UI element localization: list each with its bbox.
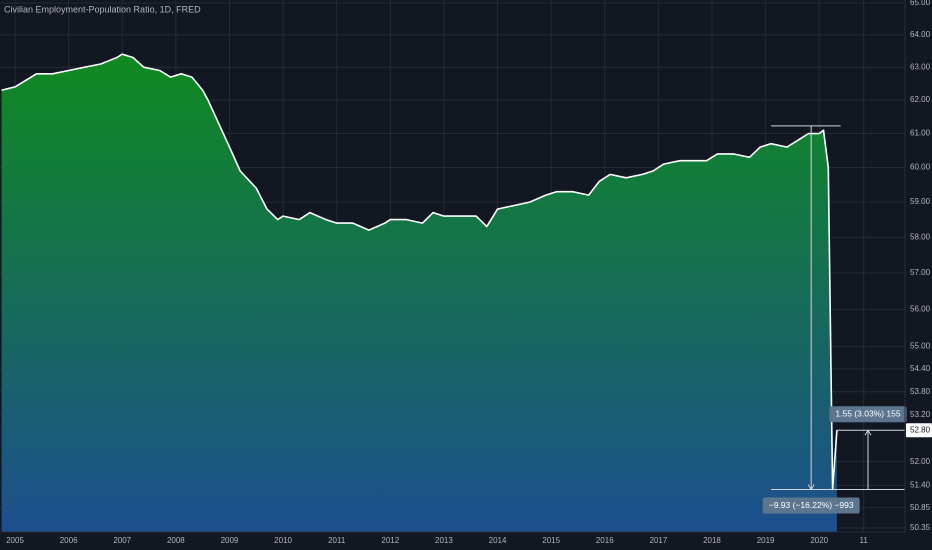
measure-box	[762, 497, 860, 514]
y-tick-label: 53.20	[910, 410, 931, 419]
area-fill	[1, 54, 837, 532]
y-tick-label: 54.40	[910, 364, 931, 373]
area-line	[1, 53, 838, 491]
y-tick-label: 57.00	[910, 268, 931, 277]
x-tick-label: 11	[860, 536, 869, 545]
x-tick-label: 2013	[435, 536, 453, 545]
x-tick-label: 2010	[274, 536, 292, 545]
measure-label: −9.93 (−16.22%) −993	[769, 500, 854, 510]
x-tick-label: 2011	[328, 536, 346, 545]
y-tick-label: 56.00	[910, 304, 931, 313]
y-tick-label: 53.80	[910, 387, 931, 396]
x-tick-label: 2008	[167, 536, 185, 545]
y-tick-label: 52.00	[910, 457, 931, 466]
y-tick-label: 50.85	[910, 503, 931, 512]
x-tick-label: 2007	[113, 536, 131, 545]
x-tick-label: 2014	[489, 536, 507, 545]
y-tick-label: 55.00	[910, 341, 931, 350]
x-tick-label: 2015	[542, 536, 560, 545]
y-tick-label: 62.00	[910, 95, 931, 104]
y-tick-label: 51.40	[910, 481, 931, 490]
y-tick-label: 61.00	[910, 129, 931, 138]
arrow-head	[807, 484, 815, 491]
x-tick-label: 2017	[649, 536, 667, 545]
measure-label: 1.55 (3.03%) 155	[835, 409, 900, 419]
measure-box	[829, 406, 907, 423]
y-tick-label: 50.35	[910, 523, 931, 532]
x-tick-label: 2019	[757, 536, 775, 545]
y-tick-label: 65.00	[910, 0, 931, 7]
y-tick-label: 59.00	[910, 197, 931, 206]
x-tick-label: 2018	[703, 536, 721, 545]
chart-title: Civilian Employment-Population Ratio, 1D…	[4, 4, 201, 14]
y-tick-label: 60.00	[910, 163, 931, 172]
x-tick-label: 2016	[596, 536, 614, 545]
y-tick-label: 63.00	[910, 62, 931, 71]
last-value-label: 52.80	[910, 425, 931, 434]
x-tick-label: 2020	[810, 536, 828, 545]
y-tick-label: 64.00	[910, 30, 931, 39]
last-value-box	[906, 423, 932, 438]
x-tick-label: 2006	[60, 536, 78, 545]
x-tick-label: 2009	[221, 536, 239, 545]
y-tick-label: 58.00	[910, 232, 931, 241]
arrow-head	[864, 429, 872, 436]
x-tick-label: 2012	[381, 536, 399, 545]
x-tick-label: 2005	[6, 536, 24, 545]
